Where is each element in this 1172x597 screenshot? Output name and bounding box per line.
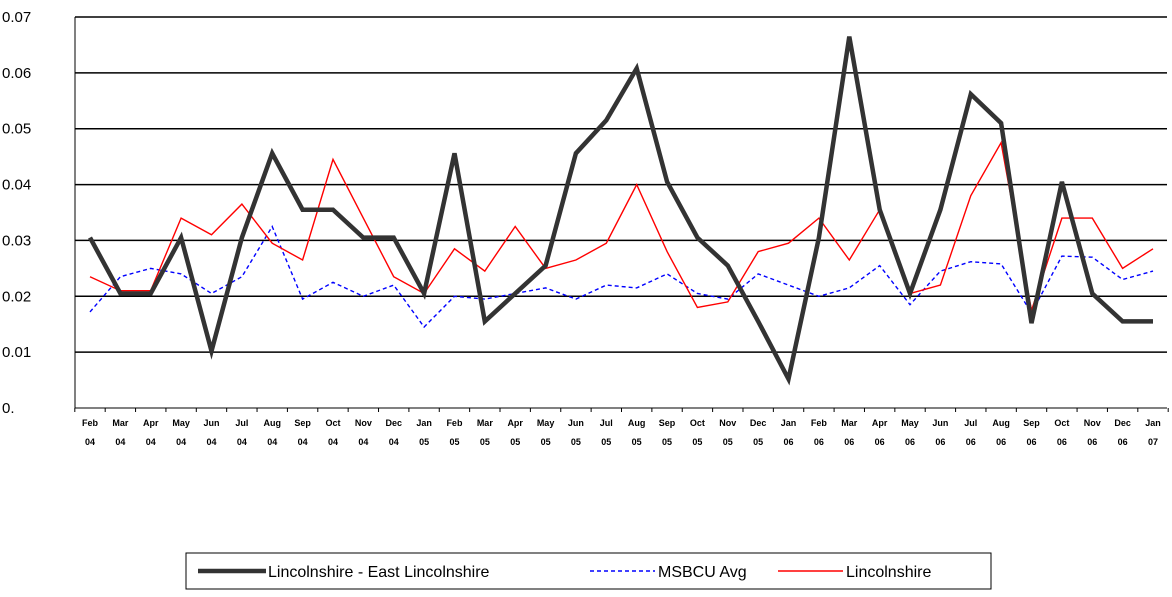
x-tick-label-month: May [537, 418, 555, 428]
x-tick-label-month: Jan [781, 418, 797, 428]
x-tick-label-month: Jul [964, 418, 977, 428]
x-tick-label-month: Mar [841, 418, 858, 428]
series-line-3 [89, 140, 1154, 311]
x-tick-label-month: Jun [203, 418, 219, 428]
x-tick-label-month: Nov [355, 418, 372, 428]
gridlines [75, 16, 1167, 353]
x-tick-label-month: Dec [385, 418, 402, 428]
x-tick-label-month: Aug [263, 418, 281, 428]
x-tick-label-month: Nov [719, 418, 736, 428]
x-tick-label-year: 06 [844, 437, 854, 447]
x-tick-label-month: Jul [235, 418, 248, 428]
x-tick-label-year: 04 [237, 437, 247, 447]
x-tick-label-year: 04 [358, 437, 368, 447]
x-tick-label-year: 05 [601, 437, 611, 447]
x-tick-label-month: Jun [932, 418, 948, 428]
x-tick-label-month: Dec [750, 418, 767, 428]
x-tick-label-month: Mar [112, 418, 129, 428]
x-tick-label-year: 04 [85, 437, 95, 447]
x-tick-label-year: 04 [176, 437, 186, 447]
legend: Lincolnshire - East Lincolnshire MSBCU A… [185, 552, 992, 590]
x-tick-label-month: Apr [507, 418, 523, 428]
x-tick-label-month: Nov [1084, 418, 1101, 428]
y-tick-label: 0.03 [2, 232, 31, 249]
x-tick-label-year: 05 [419, 437, 429, 447]
x-tick-label-year: 06 [966, 437, 976, 447]
x-tick-label-year: 05 [510, 437, 520, 447]
x-tick-label-year: 06 [935, 437, 945, 447]
legend-box [185, 552, 992, 590]
y-tick-label: 0.06 [2, 65, 31, 82]
x-tick-label-year: 04 [298, 437, 308, 447]
x-tick-label-month: Jan [1145, 418, 1161, 428]
x-tick-label-year: 05 [662, 437, 672, 447]
x-tick-label-year: 06 [1118, 437, 1128, 447]
x-tick-label-year: 06 [784, 437, 794, 447]
series-line-2 [89, 224, 1154, 329]
x-tick-label-month: Sep [294, 418, 311, 428]
x-tick-label-month: May [172, 418, 190, 428]
x-tick-label-year: 06 [905, 437, 915, 447]
x-tick-label-year: 04 [206, 437, 216, 447]
y-tick-label: 0.01 [2, 344, 31, 361]
x-tick-label-year: 04 [389, 437, 399, 447]
axes [74, 17, 1167, 409]
legend-label-series-3: Lincolnshire [846, 564, 931, 581]
x-tick-label-year: 07 [1148, 437, 1158, 447]
series-lines [88, 36, 1154, 386]
x-tick-label-year: 05 [753, 437, 763, 447]
x-axis-ticks: Feb 04 Mar 04 Apr 04 May 04 Jun 04 Jul 04 Aug 04 Sep 04… [74, 408, 1169, 447]
x-tick-label-month: Jun [568, 418, 584, 428]
y-tick-label: 0.05 [2, 121, 31, 138]
x-tick-label-month: Sep [659, 418, 676, 428]
legend-label-series-2: MSBCU Avg [658, 564, 747, 581]
x-tick-label-month: Feb [446, 418, 463, 428]
y-tick-label: 0.02 [2, 288, 31, 305]
x-tick-label-month: Mar [477, 418, 494, 428]
x-tick-label-year: 04 [146, 437, 156, 447]
x-tick-label-month: Apr [143, 418, 159, 428]
x-tick-label-year: 04 [267, 437, 277, 447]
x-tick-label-month: Aug [992, 418, 1010, 428]
x-tick-label-year: 05 [541, 437, 551, 447]
x-tick-label-year: 06 [996, 437, 1006, 447]
x-tick-label-month: Oct [1054, 418, 1069, 428]
y-tick-label: 0.07 [2, 9, 31, 26]
x-tick-label-month: Jan [416, 418, 432, 428]
x-tick-label-year: 05 [480, 437, 490, 447]
x-tick-label-year: 06 [814, 437, 824, 447]
x-tick-label-year: 05 [449, 437, 459, 447]
x-tick-label-month: Feb [811, 418, 828, 428]
x-tick-label-year: 05 [723, 437, 733, 447]
x-tick-label-month: Jul [600, 418, 613, 428]
x-tick-label-year: 06 [875, 437, 885, 447]
x-tick-label-year: 06 [1027, 437, 1037, 447]
x-tick-label-month: Feb [82, 418, 99, 428]
x-tick-label-year: 04 [328, 437, 338, 447]
x-tick-label-month: Oct [325, 418, 340, 428]
x-tick-label-month: Apr [872, 418, 888, 428]
x-tick-label-month: Dec [1114, 418, 1131, 428]
x-tick-label-year: 04 [115, 437, 125, 447]
x-tick-label-month: Sep [1023, 418, 1040, 428]
series-line-1 [88, 36, 1153, 386]
x-tick-label-year: 05 [692, 437, 702, 447]
legend-label-series-1: Lincolnshire - East Lincolnshire [268, 564, 490, 581]
x-tick-label-year: 05 [632, 437, 642, 447]
y-axis-ticks: 0.07 0.06 0.05 0.04 0.03 0.02 0.01 0. [2, 9, 31, 417]
x-tick-label-year: 06 [1057, 437, 1067, 447]
x-tick-label-month: Oct [690, 418, 705, 428]
y-tick-label: 0. [2, 400, 15, 417]
x-tick-label-month: May [901, 418, 919, 428]
x-tick-label-month: Aug [628, 418, 646, 428]
y-tick-label: 0.04 [2, 177, 31, 194]
x-tick-label-year: 05 [571, 437, 581, 447]
x-tick-label-year: 06 [1087, 437, 1097, 447]
